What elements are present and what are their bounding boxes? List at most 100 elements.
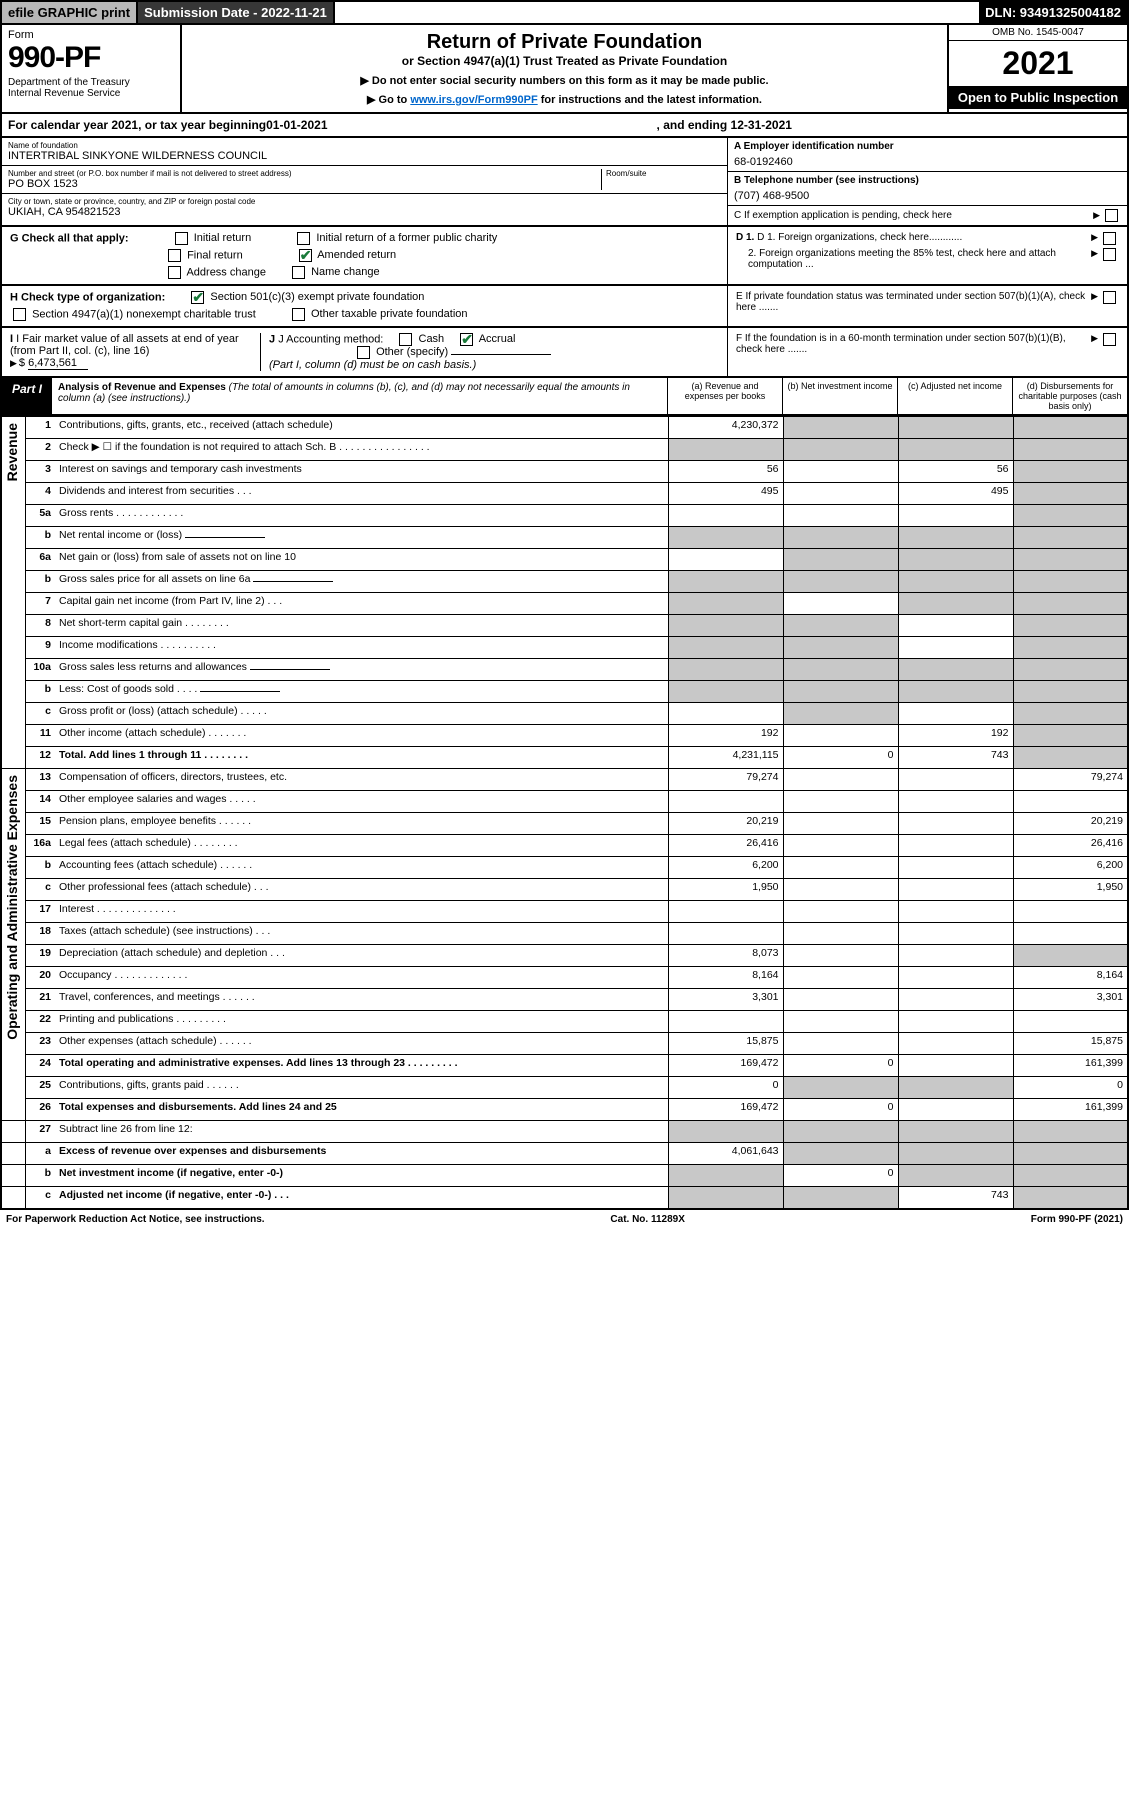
calendar-year-row: For calendar year 2021, or tax year begi… <box>0 114 1129 138</box>
check-block-g: G Check all that apply: Initial return I… <box>0 227 1129 286</box>
c-label: C If exemption application is pending, c… <box>734 210 952 221</box>
c-checkbox[interactable] <box>1105 209 1118 222</box>
table-row: 25Contributions, gifts, grants paid . . … <box>1 1077 1128 1099</box>
col-d-header: (d) Disbursements for charitable purpose… <box>1012 378 1127 414</box>
f-checkbox[interactable] <box>1103 333 1116 346</box>
table-row: 21Travel, conferences, and meetings . . … <box>1 989 1128 1011</box>
e-checkbox[interactable] <box>1103 291 1116 304</box>
form-label: Form <box>8 29 174 41</box>
table-row: 19Depreciation (attach schedule) and dep… <box>1 945 1128 967</box>
e-label: E If private foundation status was termi… <box>736 291 1091 321</box>
fmv-value: 6,473,561 <box>28 357 88 370</box>
table-row: 10aGross sales less returns and allowanc… <box>1 659 1128 681</box>
omb-number: OMB No. 1545-0047 <box>949 25 1127 41</box>
d2-checkbox[interactable] <box>1103 248 1116 261</box>
ein-label: A Employer identification number <box>734 141 1121 152</box>
table-row: 15Pension plans, employee benefits . . .… <box>1 813 1128 835</box>
addr-label: Number and street (or P.O. box number if… <box>8 169 601 178</box>
table-row: aExcess of revenue over expenses and dis… <box>1 1143 1128 1165</box>
tax-year: 2021 <box>949 41 1127 86</box>
col-b-header: (b) Net investment income <box>782 378 897 414</box>
table-row: 7Capital gain net income (from Part IV, … <box>1 593 1128 615</box>
form-number: 990-PF <box>8 41 174 75</box>
addr-change-checkbox[interactable] <box>168 266 181 279</box>
form-header: Form 990-PF Department of the Treasury I… <box>0 25 1129 114</box>
table-row: 9Income modifications . . . . . . . . . … <box>1 637 1128 659</box>
tel-value: (707) 468-9500 <box>734 190 1121 202</box>
form-ref: Form 990-PF (2021) <box>1031 1214 1123 1225</box>
tel-label: B Telephone number (see instructions) <box>734 175 1121 186</box>
table-row: 14Other employee salaries and wages . . … <box>1 791 1128 813</box>
foundation-addr: PO BOX 1523 <box>8 178 601 190</box>
accrual-checkbox[interactable] <box>460 333 473 346</box>
initial-former-checkbox[interactable] <box>297 232 310 245</box>
city-label: City or town, state or province, country… <box>8 197 721 206</box>
table-row: 24Total operating and administrative exp… <box>1 1055 1128 1077</box>
table-row: 12Total. Add lines 1 through 11 . . . . … <box>1 747 1128 769</box>
arrow-icon <box>1091 232 1100 245</box>
arrow-icon <box>1093 210 1102 221</box>
irs-link[interactable]: www.irs.gov/Form990PF <box>410 94 537 106</box>
name-change-checkbox[interactable] <box>292 266 305 279</box>
table-row: 3Interest on savings and temporary cash … <box>1 461 1128 483</box>
cash-checkbox[interactable] <box>399 333 412 346</box>
page-footer: For Paperwork Reduction Act Notice, see … <box>0 1210 1129 1229</box>
identity-block: Name of foundation INTERTRIBAL SINKYONE … <box>0 138 1129 227</box>
form-subtitle: or Section 4947(a)(1) Trust Treated as P… <box>188 54 941 68</box>
name-label: Name of foundation <box>8 141 721 150</box>
table-row: bGross sales price for all assets on lin… <box>1 571 1128 593</box>
part1-label: Part I <box>2 378 52 414</box>
paperwork-notice: For Paperwork Reduction Act Notice, see … <box>6 1214 265 1225</box>
table-row: cAdjusted net income (if negative, enter… <box>1 1187 1128 1209</box>
dept-label: Department of the Treasury Internal Reve… <box>8 77 174 99</box>
col-c-header: (c) Adjusted net income <box>897 378 1012 414</box>
d1-checkbox[interactable] <box>1103 232 1116 245</box>
f-label: F If the foundation is in a 60-month ter… <box>736 333 1091 371</box>
arrow-icon <box>1091 333 1100 371</box>
arrow-icon <box>1091 291 1100 321</box>
table-row: cGross profit or (loss) (attach schedule… <box>1 703 1128 725</box>
table-row: bLess: Cost of goods sold . . . . <box>1 681 1128 703</box>
table-row: 18Taxes (attach schedule) (see instructi… <box>1 923 1128 945</box>
submission-date: Submission Date - 2022-11-21 <box>138 2 335 23</box>
amended-checkbox[interactable] <box>299 249 312 262</box>
table-row: bNet investment income (if negative, ent… <box>1 1165 1128 1187</box>
check-block-ij: I I Fair market value of all assets at e… <box>0 328 1129 378</box>
table-row: 27Subtract line 26 from line 12: <box>1 1121 1128 1143</box>
foundation-name: INTERTRIBAL SINKYONE WILDERNESS COUNCIL <box>8 150 721 162</box>
other-method-checkbox[interactable] <box>357 346 370 359</box>
table-row: Revenue1Contributions, gifts, grants, et… <box>1 417 1128 439</box>
col-a-header: (a) Revenue and expenses per books <box>667 378 782 414</box>
final-checkbox[interactable] <box>168 249 181 262</box>
dln-label: DLN: 93491325004182 <box>979 2 1127 23</box>
room-label: Room/suite <box>606 169 721 178</box>
table-row: Operating and Administrative Expenses13C… <box>1 769 1128 791</box>
table-row: bAccounting fees (attach schedule) . . .… <box>1 857 1128 879</box>
table-row: 8Net short-term capital gain . . . . . .… <box>1 615 1128 637</box>
table-row: 6aNet gain or (loss) from sale of assets… <box>1 549 1128 571</box>
table-row: 11Other income (attach schedule) . . . .… <box>1 725 1128 747</box>
note-url: ▶ Go to www.irs.gov/Form990PF for instru… <box>188 93 941 106</box>
table-row: 26Total expenses and disbursements. Add … <box>1 1099 1128 1121</box>
table-row: 5aGross rents . . . . . . . . . . . . <box>1 505 1128 527</box>
table-row: 23Other expenses (attach schedule) . . .… <box>1 1033 1128 1055</box>
table-row: 22Printing and publications . . . . . . … <box>1 1011 1128 1033</box>
initial-checkbox[interactable] <box>175 232 188 245</box>
open-inspection: Open to Public Inspection <box>949 86 1127 109</box>
other-taxable-checkbox[interactable] <box>292 308 305 321</box>
top-bar: efile GRAPHIC print Submission Date - 20… <box>0 0 1129 25</box>
ein-value: 68-0192460 <box>734 156 1121 168</box>
arrow-icon <box>1091 248 1100 270</box>
form-title: Return of Private Foundation <box>188 31 941 54</box>
501c3-checkbox[interactable] <box>191 291 204 304</box>
table-row: 20Occupancy . . . . . . . . . . . . .8,1… <box>1 967 1128 989</box>
table-row: 16aLegal fees (attach schedule) . . . . … <box>1 835 1128 857</box>
table-row: 17Interest . . . . . . . . . . . . . . <box>1 901 1128 923</box>
efile-label: efile GRAPHIC print <box>2 2 138 23</box>
table-row: cOther professional fees (attach schedul… <box>1 879 1128 901</box>
4947-checkbox[interactable] <box>13 308 26 321</box>
table-row: 4Dividends and interest from securities … <box>1 483 1128 505</box>
check-block-h: H Check type of organization: Section 50… <box>0 286 1129 328</box>
table-row: bNet rental income or (loss) <box>1 527 1128 549</box>
catalog-number: Cat. No. 11289X <box>610 1214 684 1225</box>
